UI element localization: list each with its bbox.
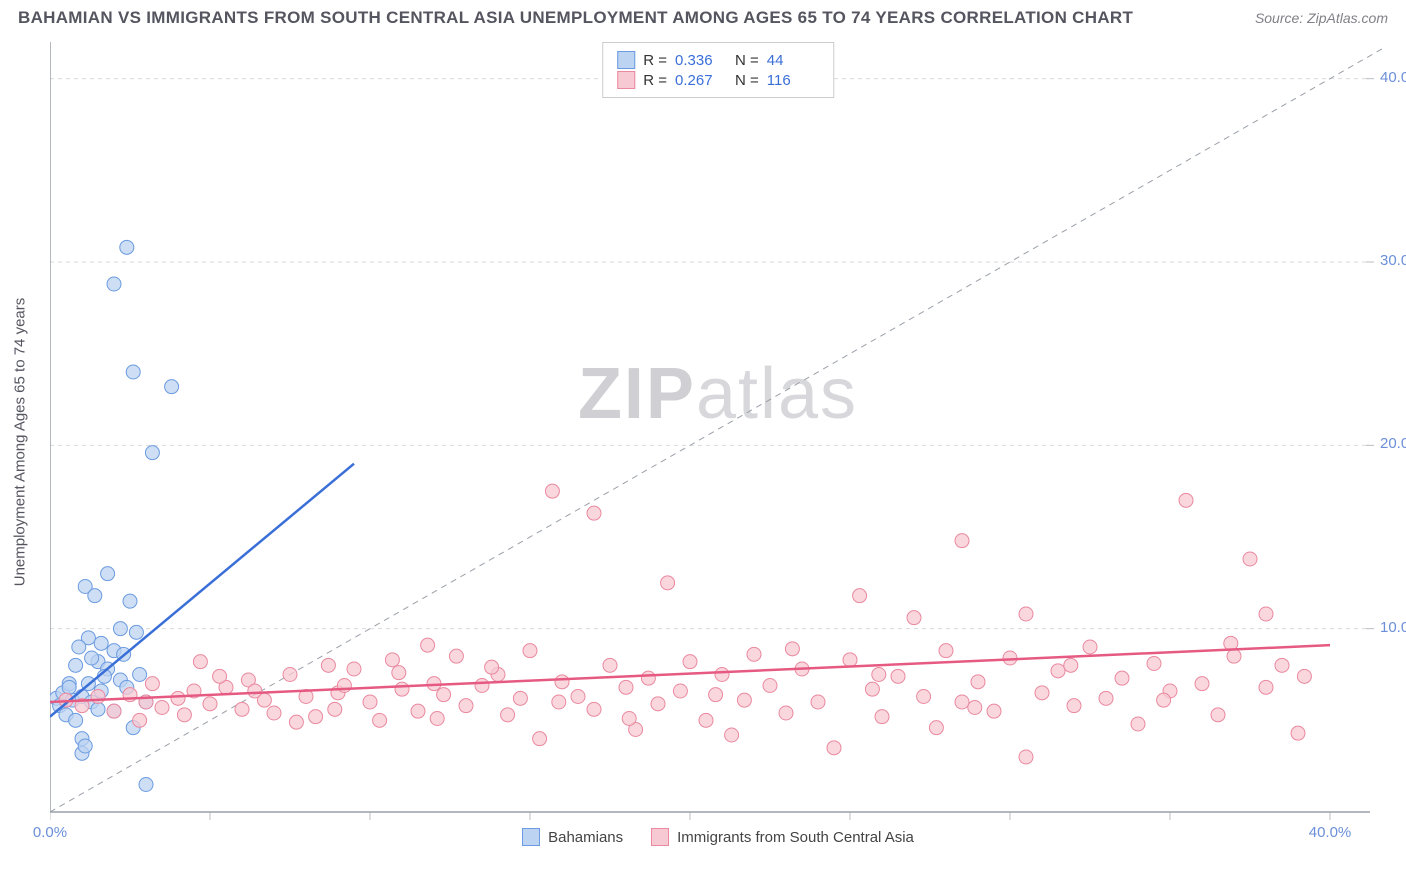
legend-bottom-label-1: Immigrants from South Central Asia [677,829,914,846]
chart-title: BAHAMIAN VS IMMIGRANTS FROM SOUTH CENTRA… [18,8,1133,28]
n-value-1: 116 [767,72,819,89]
legend-bottom-swatch-1 [651,828,669,846]
n-label-1: N = [735,72,759,89]
source-prefix: Source: [1255,10,1307,26]
r-label-1: R = [643,72,667,89]
chart-area: Unemployment Among Ages 65 to 74 years Z… [50,42,1386,842]
legend-bottom-swatch-0 [522,828,540,846]
chart-header: BAHAMIAN VS IMMIGRANTS FROM SOUTH CENTRA… [0,0,1406,32]
legend-row-series-0: R = 0.336 N = 44 [617,51,819,69]
legend-swatch-0 [617,51,635,69]
source-link[interactable]: ZipAtlas.com [1307,10,1388,26]
axis-tick-label: 0.0% [33,824,67,841]
correlation-legend: R = 0.336 N = 44 R = 0.267 N = 116 [602,42,834,98]
n-value-0: 44 [767,52,819,69]
n-label-0: N = [735,52,759,69]
axis-tick-label: 10.0% [1380,619,1406,636]
legend-bottom-label-0: Bahamians [548,829,623,846]
r-label-0: R = [643,52,667,69]
axis-tick-label: 40.0% [1309,824,1352,841]
r-value-1: 0.267 [675,72,727,89]
scatter-plot [50,42,1386,842]
legend-item-1: Immigrants from South Central Asia [651,828,914,846]
legend-item-0: Bahamians [522,828,623,846]
axis-tick-label: 20.0% [1380,435,1406,452]
axis-tick-label: 40.0% [1380,69,1406,86]
legend-row-series-1: R = 0.267 N = 116 [617,71,819,89]
source-attribution: Source: ZipAtlas.com [1255,10,1388,26]
legend-swatch-1 [617,71,635,89]
y-axis-label: Unemployment Among Ages 65 to 74 years [12,298,29,587]
series-legend: Bahamians Immigrants from South Central … [50,828,1386,846]
axis-tick-label: 30.0% [1380,252,1406,269]
r-value-0: 0.336 [675,52,727,69]
